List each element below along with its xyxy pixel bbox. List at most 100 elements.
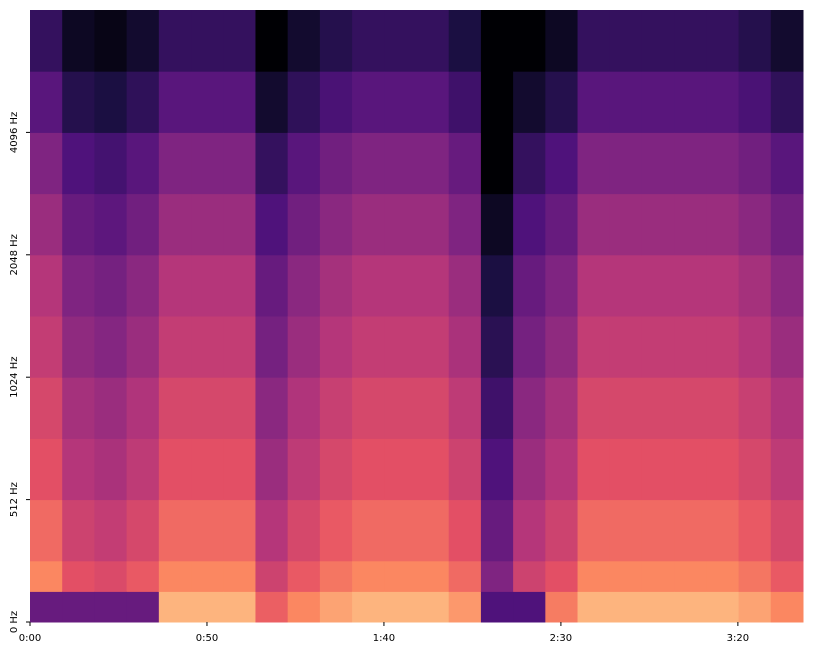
cell — [641, 438, 675, 501]
cell — [545, 254, 579, 317]
cell — [577, 71, 611, 133]
cell — [191, 316, 224, 378]
cell — [545, 10, 579, 72]
cell — [609, 254, 643, 317]
cell — [480, 499, 514, 562]
cell — [255, 10, 289, 72]
cell — [416, 499, 450, 562]
cell — [62, 377, 95, 439]
cell — [384, 438, 417, 501]
cell — [223, 10, 256, 72]
cell — [62, 254, 95, 317]
cell — [158, 132, 192, 195]
cell — [94, 560, 128, 592]
cell — [352, 591, 385, 623]
cell — [352, 193, 385, 256]
cell — [191, 438, 224, 501]
cell — [30, 560, 63, 592]
x-tick-label: 2:30 — [550, 633, 572, 644]
cell — [62, 193, 95, 256]
cell — [674, 560, 707, 592]
cell — [126, 132, 160, 195]
cell — [706, 377, 740, 439]
cell — [416, 193, 450, 256]
cell — [94, 591, 128, 623]
cell — [255, 438, 289, 501]
cell — [577, 254, 611, 317]
cell — [384, 193, 417, 256]
cell — [480, 254, 514, 317]
cell — [126, 71, 160, 133]
cell — [191, 377, 224, 439]
cell — [577, 499, 611, 562]
cell — [706, 132, 740, 195]
cell — [62, 316, 95, 378]
cell — [126, 438, 160, 501]
y-tick-label: 2048 Hz — [9, 234, 20, 275]
cell — [352, 499, 385, 562]
cell — [480, 132, 514, 195]
cell — [255, 132, 289, 195]
cell — [416, 591, 450, 623]
cell — [513, 377, 546, 439]
cell — [62, 132, 95, 195]
cell — [384, 254, 417, 317]
cell — [319, 254, 353, 317]
cell — [30, 10, 63, 72]
cell — [223, 438, 256, 501]
cell — [416, 560, 450, 592]
cell — [674, 71, 707, 133]
cell — [319, 132, 353, 195]
cell — [191, 10, 224, 72]
cell — [770, 71, 804, 133]
cell — [706, 10, 740, 72]
cell — [223, 132, 256, 195]
cell — [126, 10, 160, 72]
cell — [674, 10, 707, 72]
cell — [641, 591, 675, 623]
cell — [223, 71, 256, 133]
cell — [738, 316, 772, 378]
cell — [191, 132, 224, 195]
cell — [62, 560, 95, 592]
cell — [674, 316, 707, 378]
cell — [126, 591, 160, 623]
cell — [448, 316, 482, 378]
cell — [770, 316, 804, 378]
cell — [770, 193, 804, 256]
cell — [223, 499, 256, 562]
cell — [609, 591, 643, 623]
cell — [448, 591, 482, 623]
cell — [513, 132, 546, 195]
cell — [641, 193, 675, 256]
cell — [62, 591, 95, 623]
cell — [770, 10, 804, 72]
cell — [319, 316, 353, 378]
cell — [738, 132, 772, 195]
cell — [94, 71, 128, 133]
cell — [30, 316, 63, 378]
cell — [223, 591, 256, 623]
cell — [577, 193, 611, 256]
cell — [94, 438, 128, 501]
cell — [319, 377, 353, 439]
y-tick-label: 512 Hz — [9, 482, 20, 517]
cell — [287, 254, 321, 317]
cell — [738, 499, 772, 562]
cell — [674, 591, 707, 623]
cell — [577, 132, 611, 195]
cell — [62, 10, 95, 72]
cell — [30, 254, 63, 317]
cell — [738, 377, 772, 439]
cell — [94, 193, 128, 256]
cell — [513, 10, 546, 72]
cell — [480, 377, 514, 439]
cell — [738, 71, 772, 133]
cell — [158, 377, 192, 439]
cell — [513, 193, 546, 256]
cell — [641, 71, 675, 133]
cell — [158, 71, 192, 133]
cell — [287, 499, 321, 562]
cell — [319, 499, 353, 562]
cell — [287, 316, 321, 378]
